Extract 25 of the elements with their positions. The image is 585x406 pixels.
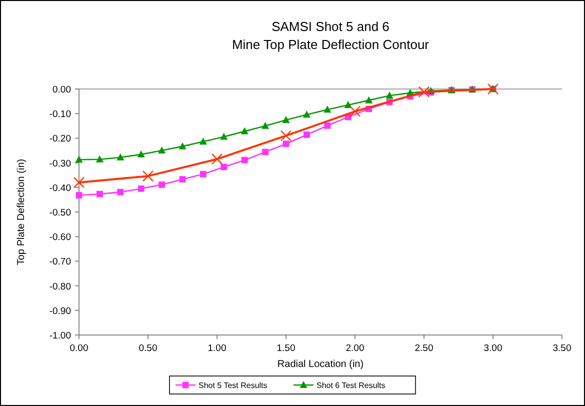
y-tick-label: -0.10 [49, 109, 71, 120]
y-axis-title: Top Plate Deflection (in) [16, 158, 27, 266]
legend-label: Shot 5 Test Results [198, 381, 268, 390]
y-tick-label: 0.00 [52, 84, 71, 96]
x-axis-title: Radial Location (in) [277, 359, 364, 370]
y-tick-label: -0.60 [49, 232, 71, 244]
x-tick-label: 0.50 [138, 343, 158, 354]
y-tick-label: -0.30 [49, 158, 71, 170]
x-tick-label: 1.50 [276, 343, 296, 354]
chart-subtitle: Mine Top Plate Deflection Contour [232, 37, 430, 52]
y-tick-label: -0.70 [49, 256, 71, 268]
y-tick-label: -0.90 [49, 306, 71, 317]
chart-title: SAMSI Shot 5 and 6 [272, 19, 390, 34]
y-tick-label: -0.20 [49, 134, 71, 145]
x-tick-label: 2.50 [414, 343, 434, 354]
x-tick-label: 1.00 [208, 343, 226, 354]
x-tick-label: 3.00 [484, 343, 502, 354]
y-tick-label: -0.80 [49, 281, 71, 292]
x-tick-label: 3.50 [552, 343, 572, 354]
y-tick-label: -1.00 [49, 330, 71, 342]
y-tick-label: -0.40 [49, 182, 71, 194]
y-tick-label: -0.50 [49, 208, 71, 218]
legend-label: Shot 6 Test Results [316, 381, 386, 390]
x-tick-label: 2.00 [346, 343, 364, 354]
x-tick-label: 0.00 [70, 343, 88, 354]
